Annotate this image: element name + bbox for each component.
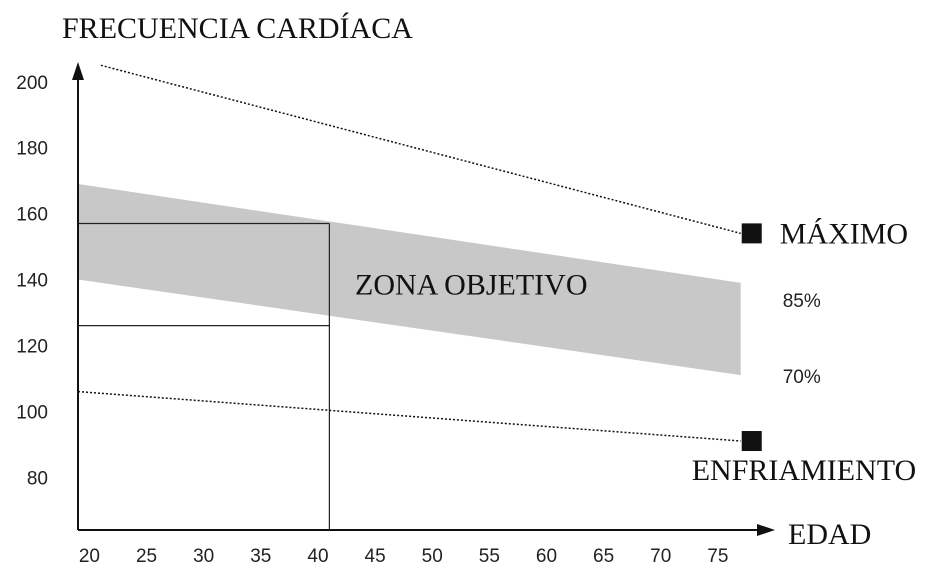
y-tick-label: 140 [16, 271, 48, 292]
x-tick-label: 70 [650, 546, 671, 567]
x-tick-label: 30 [193, 546, 214, 567]
series-marker [741, 223, 762, 244]
y-axis-label: FRECUENCIA CARDÍACA [62, 12, 413, 45]
y-tick-label: 80 [27, 468, 48, 489]
band-label: ZONA OBJETIVO [355, 269, 588, 302]
y-tick-label: 180 [16, 139, 48, 160]
x-tick-label: 60 [536, 546, 557, 567]
x-tick-label: 55 [479, 546, 500, 567]
legend-label: MÁXIMO [780, 217, 908, 250]
x-tick-label: 45 [365, 546, 386, 567]
x-tick-label: 65 [593, 546, 614, 567]
x-axis-arrow [757, 524, 775, 536]
y-tick-label: 120 [16, 336, 48, 357]
x-tick-label: 35 [250, 546, 271, 567]
legend-label: ENFRIAMIENTO [692, 454, 916, 487]
y-tick-label: 100 [16, 402, 48, 423]
x-tick-label: 20 [79, 546, 100, 567]
series-marker [741, 431, 762, 452]
x-tick-label: 50 [422, 546, 443, 567]
x-axis-label: EDAD [788, 518, 871, 551]
series-line [77, 390, 741, 442]
band-upper-label: 85% [783, 291, 821, 312]
y-axis-arrow [72, 62, 84, 80]
target-band [78, 183, 741, 376]
x-tick-label: 25 [136, 546, 157, 567]
x-tick-label: 40 [307, 546, 328, 567]
band-lower-label: 70% [783, 367, 821, 388]
x-tick-label: 75 [707, 546, 728, 567]
y-tick-label: 200 [16, 73, 48, 94]
y-tick-label: 160 [16, 205, 48, 226]
